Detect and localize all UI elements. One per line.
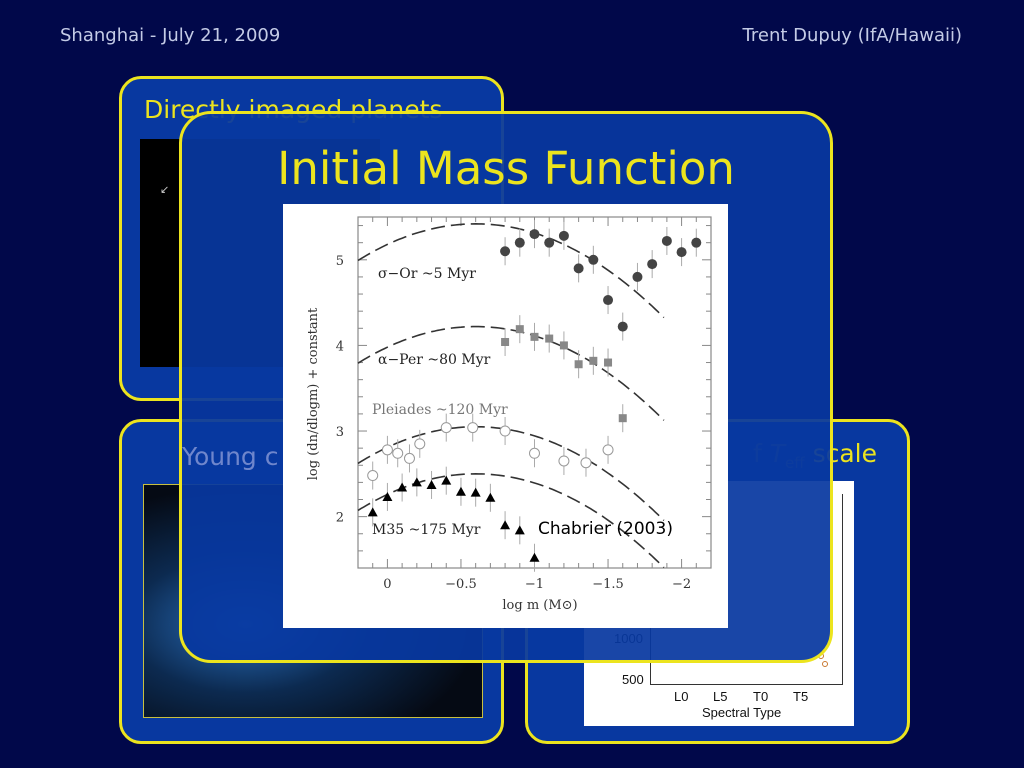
data-point [558, 230, 569, 241]
data-point [397, 482, 408, 492]
model-curve [357, 472, 665, 569]
y-tick-label: 4 [336, 339, 344, 354]
data-point [617, 321, 628, 332]
data-point [411, 477, 422, 487]
x-tick: T5 [793, 689, 809, 704]
x-axis-label: log m (M⊙) [502, 598, 577, 613]
data-point [545, 334, 554, 343]
data-point [632, 271, 643, 282]
data-point [426, 479, 437, 489]
data-point [544, 237, 555, 248]
data-point [499, 425, 511, 437]
data-point [559, 341, 568, 350]
slide-title: Initial Mass Function [277, 142, 735, 195]
x-tick: L5 [713, 689, 728, 704]
data-point [574, 360, 583, 369]
x-axis-label: Spectral Type [702, 705, 782, 720]
data-point [467, 422, 479, 434]
x-tick: L0 [674, 689, 689, 704]
imf-slide-panel: Initial Mass Function 0 −0.5 −1 −1.5 −2 2 3 4 5 l… [179, 111, 833, 663]
x-tick: T0 [753, 689, 769, 704]
data-point [589, 356, 598, 365]
data-point [367, 507, 378, 517]
y-tick-label: 3 [336, 425, 344, 440]
x-tick-label: −1.5 [592, 577, 624, 592]
data-point [647, 259, 658, 270]
x-tick-label: −1 [525, 577, 544, 592]
data-point [588, 254, 599, 265]
data-point [470, 487, 481, 497]
data-point [501, 337, 510, 346]
y-tick-label: 2 [336, 511, 344, 526]
series-label: σ−Or ~5 Myr [378, 266, 476, 282]
data-point [403, 452, 415, 464]
series-label: Pleiades ~120 Myr [372, 402, 508, 418]
data-point [514, 525, 525, 535]
data-point [691, 237, 702, 248]
header-right: Trent Dupuy (IfA/Hawaii) [742, 25, 962, 46]
x-tick-label: −0.5 [445, 577, 477, 592]
data-point [676, 247, 687, 258]
model-curve [357, 222, 665, 319]
data-point [529, 229, 540, 240]
data-point [618, 414, 627, 423]
data-point [529, 447, 540, 459]
data-point [580, 457, 592, 469]
imf-chart: 0 −0.5 −1 −1.5 −2 2 3 4 5 log m (M⊙) log (dn/dlogm… [283, 204, 728, 628]
data-point [455, 486, 466, 496]
x-tick-label: −2 [672, 577, 691, 592]
data-point [529, 552, 540, 562]
data-point [602, 444, 614, 456]
arrow-icon: ↙ [160, 183, 170, 196]
model-curve [357, 325, 665, 421]
data-point [367, 470, 379, 482]
header-left: Shanghai - July 21, 2009 [60, 25, 281, 46]
data-point [530, 332, 539, 341]
data-point [382, 491, 393, 501]
data-point [500, 246, 511, 257]
data-point [604, 358, 613, 367]
data-point [603, 295, 614, 306]
data-point [485, 492, 496, 502]
model-curve [357, 425, 665, 522]
data-point [441, 475, 452, 485]
y-tick: 500 [622, 672, 644, 687]
y-tick-label: 5 [336, 254, 344, 269]
x-tick-label: 0 [383, 577, 391, 592]
series-label: α−Per ~80 Myr [378, 352, 491, 368]
panel-title: Young c [182, 442, 279, 471]
imf-chart-svg: 0 −0.5 −1 −1.5 −2 2 3 4 5 log m (M⊙) log (dn/dlogm… [306, 216, 712, 613]
data-point [392, 447, 404, 459]
data-point [822, 661, 828, 667]
data-point [515, 325, 524, 334]
data-point [661, 235, 672, 246]
data-point [558, 455, 570, 467]
data-point [440, 422, 452, 434]
data-point [414, 438, 426, 450]
data-point [514, 237, 525, 248]
data-point [500, 520, 511, 530]
data-point [381, 444, 393, 456]
chart-credit: Chabrier (2003) [538, 519, 673, 539]
y-axis-label: log (dn/dlogm) + constant [306, 307, 321, 480]
data-point [573, 263, 584, 274]
series-label: M35 ~175 Myr [372, 522, 481, 538]
